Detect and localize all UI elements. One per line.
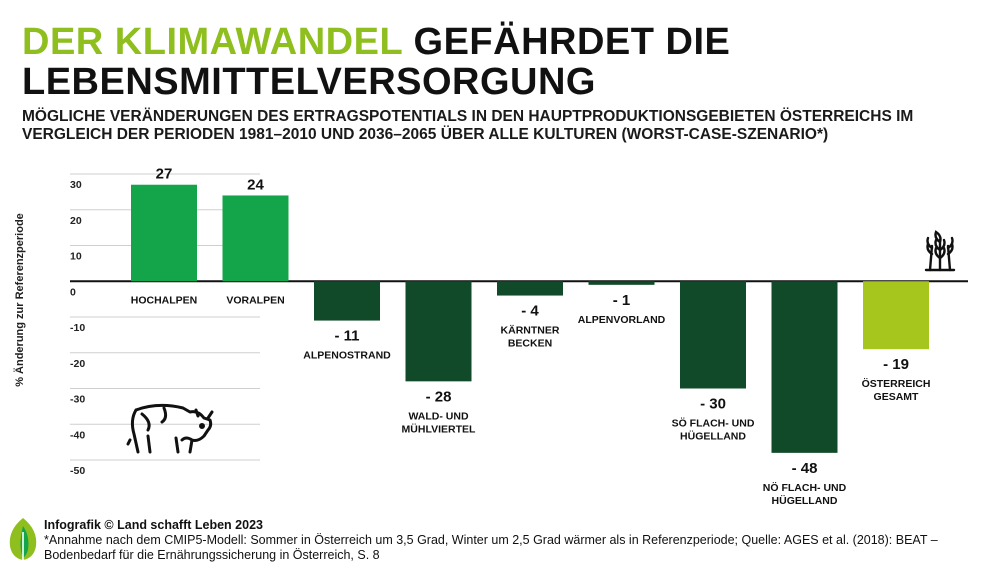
category-label: HÜGELLAND	[772, 494, 838, 507]
value-label: 24	[247, 176, 264, 193]
category-label: BECKEN	[508, 338, 552, 350]
bar	[497, 281, 563, 296]
bar	[131, 184, 197, 282]
category-label: KÄRNTNER	[501, 324, 560, 337]
bar	[588, 281, 655, 285]
category-label: ÖSTERREICH	[862, 377, 931, 390]
value-label: - 48	[792, 460, 818, 477]
y-tick-label: -20	[70, 358, 85, 370]
value-label: - 4	[521, 303, 539, 320]
bar-labels: 27 HOCHALPEN 24 VORALPEN - 11 ALPENOSTRAND - 2…	[131, 166, 931, 507]
category-label: SÖ FLACH- UND	[672, 417, 755, 430]
bar	[314, 281, 380, 321]
category-label: MÜHLVIERTEL	[402, 422, 476, 435]
value-label: - 28	[426, 388, 452, 405]
page-title: DER KLIMAWANDEL GEFÄHRDET DIE LEBENSMITT…	[22, 22, 982, 102]
footer-credit: Infografik © Land schafft Leben 2023	[44, 518, 263, 532]
cow-icon	[126, 403, 214, 454]
land-schafft-leben-logo	[9, 518, 37, 560]
category-label: VORALPEN	[226, 294, 284, 306]
wheat-icon	[924, 230, 956, 272]
title-accent: DER KLIMAWANDEL	[22, 21, 403, 63]
y-tick-label: 10	[70, 251, 82, 263]
y-tick-label: 30	[70, 179, 82, 191]
value-label: 27	[156, 166, 173, 183]
chart-subtitle: MÖGLICHE VERÄNDERUNGEN DES ERTRAGSPOTENT…	[22, 108, 914, 143]
y-tick-labels: 30 20 10 0 -10 -20 -30 -40 -50	[70, 179, 85, 477]
category-label: GESAMT	[874, 391, 920, 403]
category-label: WALD- UND	[408, 410, 468, 422]
y-tick-label: -30	[70, 394, 85, 406]
value-label: - 1	[613, 292, 631, 309]
bar	[222, 195, 289, 282]
footer-note: *Annahme nach dem CMIP5-Modell: Sommer i…	[44, 533, 938, 562]
value-label: - 30	[700, 396, 726, 413]
value-label: - 19	[883, 356, 909, 373]
category-label: NÖ FLACH- UND	[763, 481, 847, 494]
category-label: HOCHALPEN	[131, 294, 198, 306]
title-line-2: LEBENSMITTELVERSORGUNG	[22, 61, 596, 103]
y-tick-label: -50	[70, 465, 85, 477]
y-tick-label: -10	[70, 322, 85, 334]
value-label: - 11	[334, 328, 359, 345]
bar	[863, 281, 929, 350]
title-rest: GEFÄHRDET DIE	[402, 21, 731, 63]
category-label: ALPENOSTRAND	[303, 350, 391, 362]
bar	[680, 281, 746, 389]
category-label: ALPENVORLAND	[578, 314, 666, 326]
bar	[405, 281, 472, 382]
bars	[131, 184, 929, 453]
footer: Infografik © Land schafft Leben 2023 *An…	[44, 518, 994, 563]
y-tick-label: 0	[70, 286, 76, 298]
bar	[771, 281, 838, 453]
y-tick-label: 20	[70, 215, 82, 227]
category-label: HÜGELLAND	[680, 430, 746, 443]
y-tick-label: -40	[70, 429, 85, 441]
